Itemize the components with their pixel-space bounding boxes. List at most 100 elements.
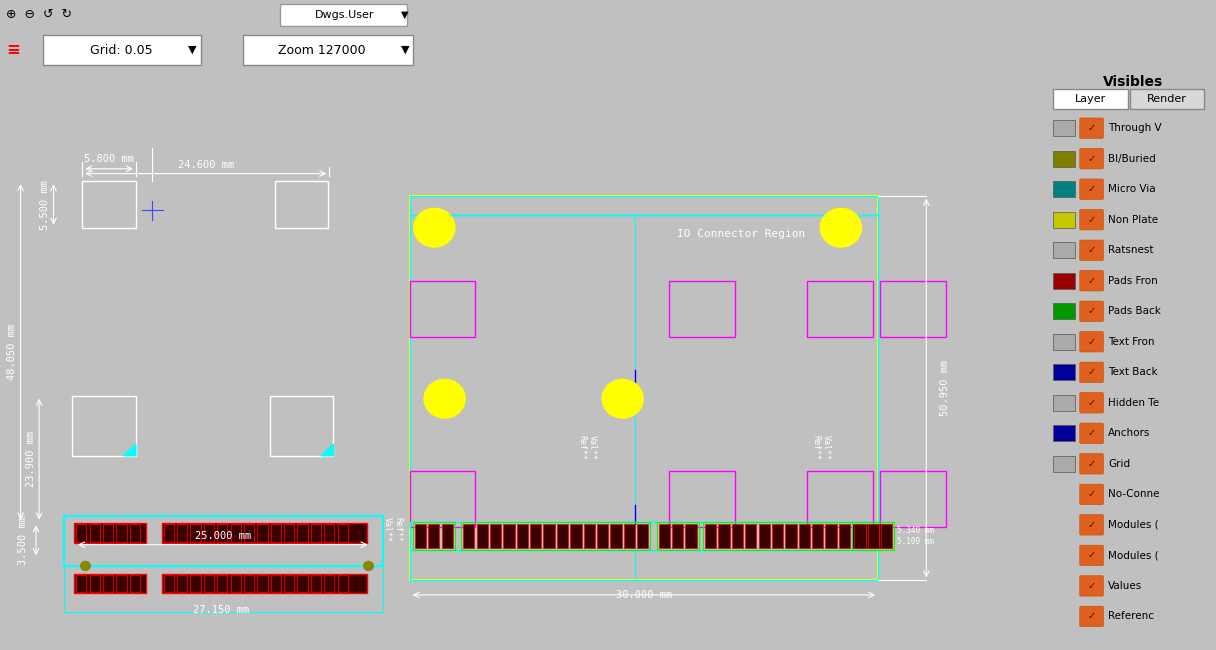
Text: 25.000 mm: 25.000 mm xyxy=(195,531,250,541)
Text: ✓: ✓ xyxy=(1087,367,1096,377)
Text: ✓: ✓ xyxy=(1087,153,1096,164)
Bar xyxy=(410,471,475,527)
Text: Values: Values xyxy=(1108,581,1143,591)
Bar xyxy=(117,575,126,592)
Text: Referenc: Referenc xyxy=(1108,612,1154,621)
Bar xyxy=(428,525,439,547)
Text: Modules (: Modules ( xyxy=(1108,520,1159,530)
Text: 48.050 mm: 48.050 mm xyxy=(7,324,17,380)
Text: Render: Render xyxy=(1147,94,1187,104)
Bar xyxy=(162,574,367,593)
Bar xyxy=(90,525,100,541)
Bar xyxy=(410,281,475,337)
Text: Non Plate: Non Plate xyxy=(1108,214,1159,225)
Text: ✓: ✓ xyxy=(1087,184,1096,194)
FancyBboxPatch shape xyxy=(1080,484,1103,504)
FancyBboxPatch shape xyxy=(1080,118,1103,138)
Bar xyxy=(204,575,214,592)
FancyBboxPatch shape xyxy=(1080,606,1103,627)
Bar xyxy=(178,525,187,541)
Text: Micro Via: Micro Via xyxy=(1108,184,1156,194)
FancyBboxPatch shape xyxy=(1080,576,1103,596)
Text: 24.600 mm: 24.600 mm xyxy=(178,160,233,170)
Circle shape xyxy=(821,209,861,247)
Text: Ref**: Ref** xyxy=(811,435,821,460)
Bar xyxy=(659,525,670,547)
Bar xyxy=(162,523,367,543)
Text: Text Fron: Text Fron xyxy=(1108,337,1155,347)
Text: Text Back: Text Back xyxy=(1108,367,1158,377)
Bar xyxy=(164,575,174,592)
Bar xyxy=(503,525,514,547)
Bar xyxy=(74,574,146,593)
Bar xyxy=(74,523,146,543)
FancyBboxPatch shape xyxy=(1080,148,1103,169)
Text: 23.900 mm: 23.900 mm xyxy=(26,431,36,488)
FancyBboxPatch shape xyxy=(1080,332,1103,352)
Bar xyxy=(103,575,113,592)
Bar xyxy=(669,281,734,337)
Bar xyxy=(325,575,334,592)
Bar xyxy=(311,575,321,592)
Bar xyxy=(732,525,743,547)
Text: Val**: Val** xyxy=(822,435,831,460)
Text: ▼: ▼ xyxy=(401,45,409,55)
Bar xyxy=(477,525,488,547)
Bar xyxy=(191,575,201,592)
Bar xyxy=(1053,395,1075,411)
Text: Layer: Layer xyxy=(1075,94,1107,104)
Bar xyxy=(1053,364,1075,380)
Bar xyxy=(410,196,878,580)
Text: Val**: Val** xyxy=(383,517,392,541)
Text: 5.340 mm: 5.340 mm xyxy=(897,526,934,535)
Bar xyxy=(178,575,187,592)
Bar xyxy=(311,525,321,541)
Text: 27.150 mm: 27.150 mm xyxy=(193,604,249,615)
Polygon shape xyxy=(321,444,333,456)
Polygon shape xyxy=(124,444,136,456)
Text: Zoom 127000: Zoom 127000 xyxy=(278,44,366,57)
Bar xyxy=(90,575,100,592)
FancyBboxPatch shape xyxy=(1080,362,1103,382)
Circle shape xyxy=(602,380,643,418)
Text: Pads Back: Pads Back xyxy=(1108,306,1161,317)
Text: Val**: Val** xyxy=(587,435,596,460)
Circle shape xyxy=(364,561,373,571)
Text: ≡: ≡ xyxy=(6,41,19,59)
Bar xyxy=(63,515,383,566)
Bar xyxy=(1053,181,1075,198)
Bar xyxy=(812,525,823,547)
Text: Ref**: Ref** xyxy=(578,435,586,460)
FancyBboxPatch shape xyxy=(1080,209,1103,230)
Text: ✓: ✓ xyxy=(1087,612,1096,621)
Bar xyxy=(882,525,893,547)
Text: Visibles: Visibles xyxy=(1103,75,1162,90)
Text: ✓: ✓ xyxy=(1087,214,1096,225)
Bar xyxy=(204,525,214,541)
Bar xyxy=(880,471,946,527)
Bar xyxy=(231,575,241,592)
Bar xyxy=(298,525,308,541)
Bar xyxy=(1053,88,1127,109)
Bar xyxy=(244,525,254,541)
Bar xyxy=(669,471,734,527)
Bar xyxy=(1053,456,1075,472)
Bar xyxy=(759,525,770,547)
Bar xyxy=(338,575,348,592)
Bar xyxy=(672,525,683,547)
Bar xyxy=(164,525,174,541)
Bar xyxy=(610,525,621,547)
Bar xyxy=(880,281,946,337)
Bar xyxy=(191,525,201,541)
Bar xyxy=(807,471,873,527)
Text: ▼: ▼ xyxy=(188,45,196,55)
Bar xyxy=(1053,212,1075,228)
Bar xyxy=(852,525,863,547)
Bar xyxy=(1053,120,1075,136)
Text: ✓: ✓ xyxy=(1087,428,1096,438)
Text: Grid: Grid xyxy=(1108,459,1131,469)
Bar xyxy=(597,525,608,547)
Text: 3.500 mm: 3.500 mm xyxy=(18,515,28,566)
Bar xyxy=(231,525,241,541)
Text: Ratsnest: Ratsnest xyxy=(1108,245,1154,255)
